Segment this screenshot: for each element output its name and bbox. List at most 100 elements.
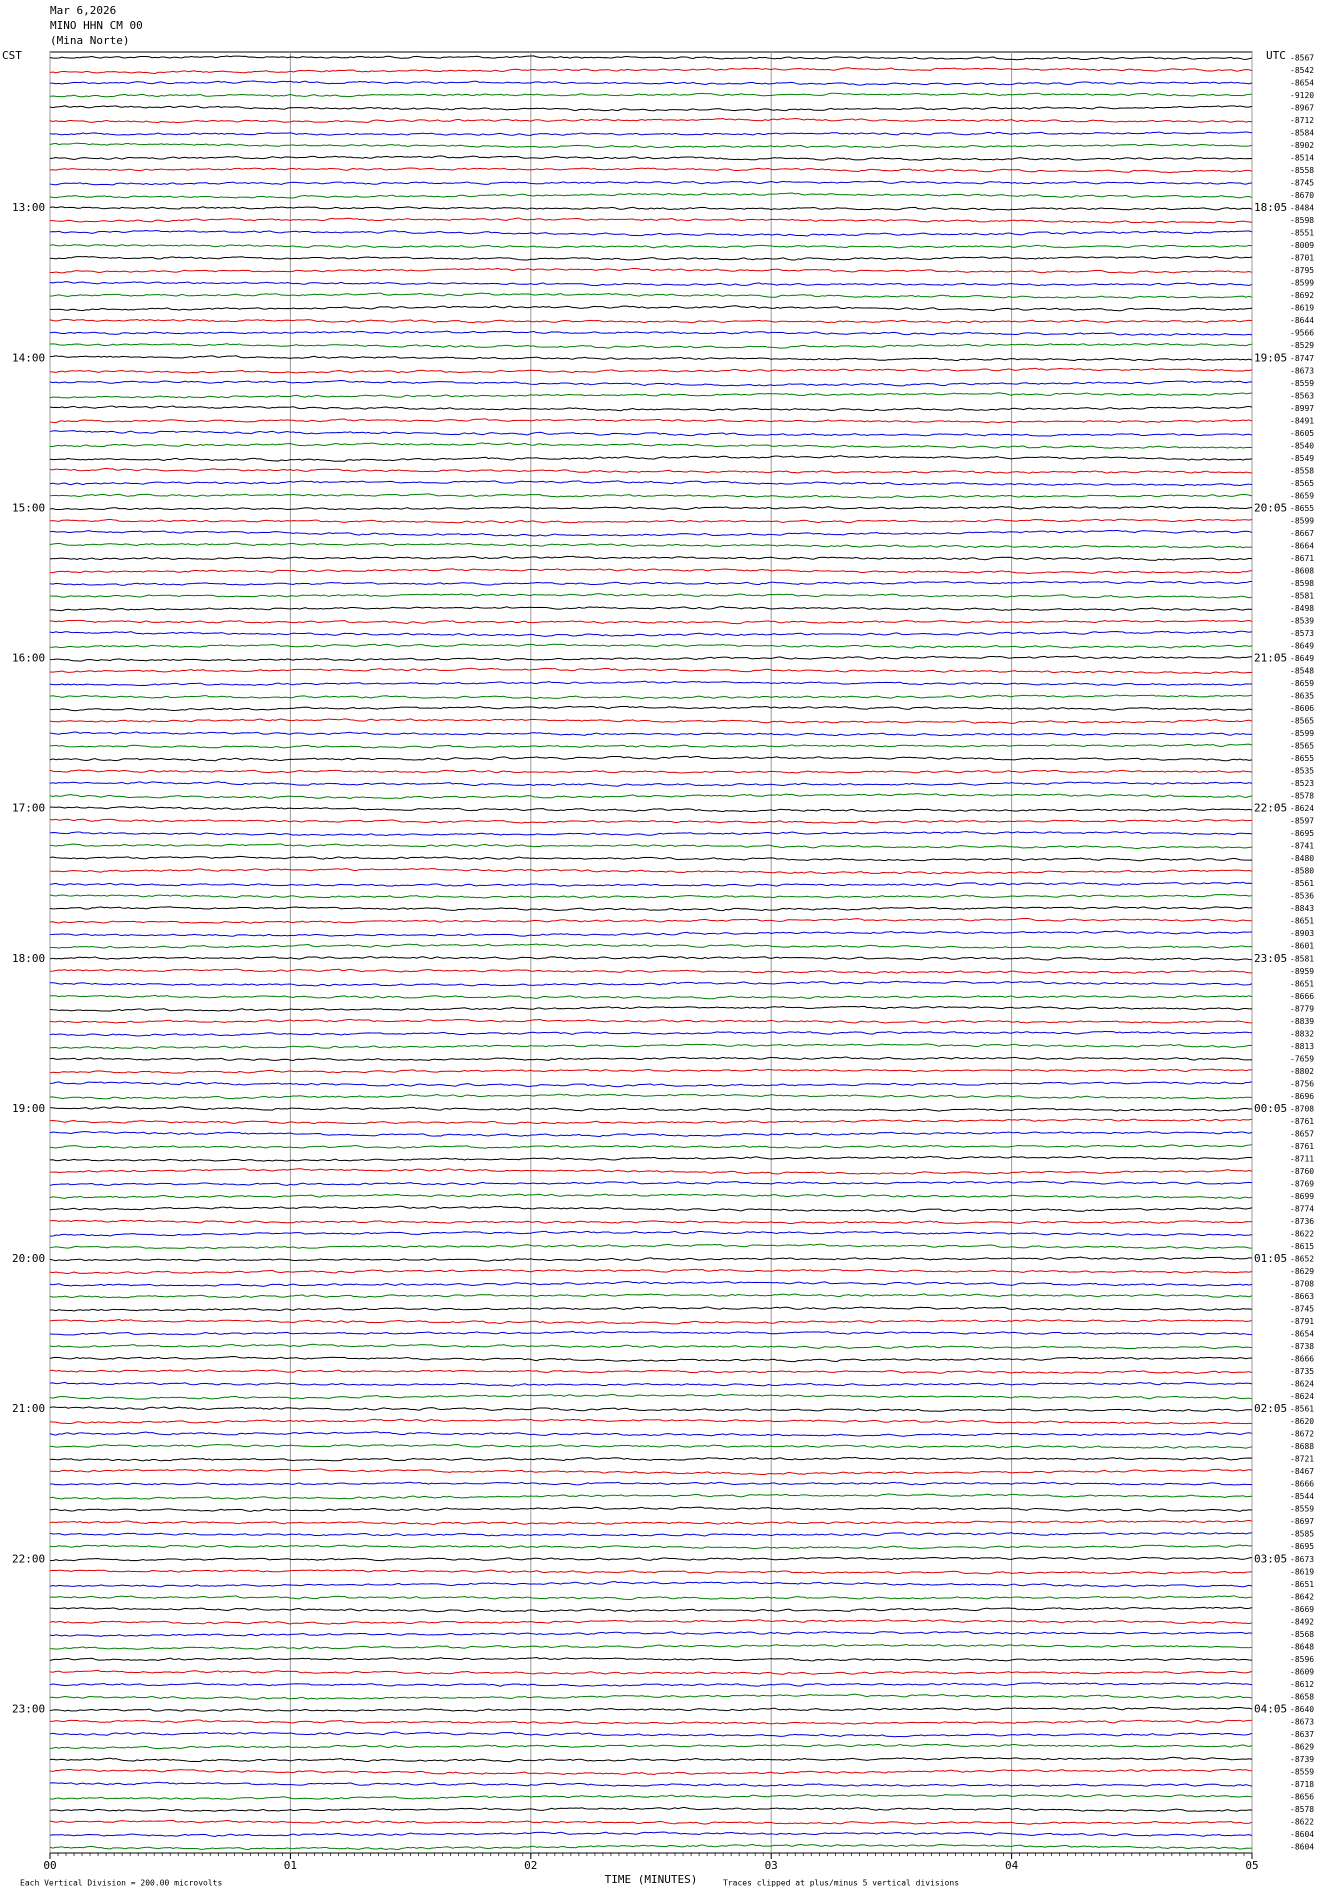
- trace-offset: -8604: [1290, 1830, 1314, 1839]
- trace-offset: -8655: [1290, 754, 1314, 763]
- trace-offset: -8581: [1290, 954, 1314, 963]
- trace-offset: -8663: [1290, 1292, 1314, 1301]
- trace-offset: -8654: [1290, 79, 1314, 88]
- trace-offset: -8498: [1290, 604, 1314, 613]
- trace-offset: -8561: [1290, 879, 1314, 888]
- trace: [49, 580, 1253, 586]
- trace-offset: -8585: [1290, 1530, 1314, 1539]
- trace: [49, 493, 1253, 499]
- trace: [49, 105, 1253, 112]
- trace-offset: -8624: [1290, 804, 1314, 813]
- trace: [49, 1093, 1253, 1100]
- trace-offset: -8619: [1290, 304, 1314, 313]
- trace: [49, 192, 1253, 199]
- trace: [49, 881, 1253, 887]
- trace: [49, 1030, 1253, 1037]
- trace-offset: -8673: [1290, 1555, 1314, 1564]
- trace: [49, 731, 1253, 737]
- trace: [49, 568, 1253, 575]
- trace-offset: -8769: [1290, 1179, 1314, 1188]
- trace: [49, 769, 1253, 774]
- trace: [49, 806, 1253, 813]
- trace: [49, 606, 1253, 612]
- trace: [49, 1280, 1253, 1287]
- title-line: MINO HHN CM 00: [50, 19, 143, 32]
- trace: [49, 1831, 1253, 1837]
- trace: [49, 418, 1253, 424]
- trace-offset: -8599: [1290, 279, 1314, 288]
- left-hour-label: 13:00: [12, 201, 45, 214]
- trace: [49, 1369, 1253, 1374]
- trace-offset: -8565: [1290, 717, 1314, 726]
- trace-offset: -8544: [1290, 1492, 1314, 1501]
- trace: [49, 1131, 1253, 1138]
- trace-offset: -8708: [1290, 1104, 1314, 1113]
- trace-offset: -8648: [1290, 1642, 1314, 1651]
- trace-offset: -8540: [1290, 441, 1314, 450]
- trace-offset: -8967: [1290, 104, 1314, 113]
- trace-offset: -8573: [1290, 629, 1314, 638]
- trace: [49, 793, 1253, 799]
- trace-offset: -8657: [1290, 1129, 1314, 1138]
- trace-offset: -8695: [1290, 829, 1314, 838]
- trace: [49, 930, 1253, 937]
- trace-offset: -8711: [1290, 1154, 1314, 1163]
- x-tick-label: 03: [765, 1859, 778, 1872]
- left-hour-label: 23:00: [12, 1702, 45, 1715]
- trace-offset: -8612: [1290, 1680, 1314, 1689]
- trace: [49, 1018, 1253, 1024]
- trace: [49, 743, 1253, 749]
- trace: [49, 442, 1253, 449]
- trace-offset: -8580: [1290, 867, 1314, 876]
- trace-offset: -8599: [1290, 729, 1314, 738]
- trace: [49, 1619, 1253, 1625]
- trace: [50, 1643, 1253, 1650]
- trace-offset: -8561: [1290, 1405, 1314, 1414]
- trace: [49, 718, 1253, 724]
- trace: [49, 355, 1253, 362]
- trace: [49, 1318, 1253, 1325]
- trace-offset: -8761: [1290, 1117, 1314, 1126]
- trace: [49, 180, 1253, 186]
- left-hour-label: 20:00: [12, 1252, 45, 1265]
- trace: [49, 1118, 1253, 1125]
- trace: [49, 1493, 1253, 1500]
- trace-offset: -8637: [1290, 1730, 1314, 1739]
- trace-offset: -8609: [1290, 1667, 1314, 1676]
- trace: [49, 1155, 1253, 1162]
- trace: [49, 593, 1253, 599]
- trace: [49, 994, 1253, 1000]
- trace-offset: -8651: [1290, 979, 1314, 988]
- trace: [49, 1068, 1253, 1074]
- x-tick-label: 00: [43, 1859, 56, 1872]
- trace: [49, 1481, 1253, 1486]
- trace: [49, 1781, 1253, 1787]
- trace-offset: -8672: [1290, 1430, 1314, 1439]
- trace: [49, 305, 1253, 312]
- x-tick-label: 02: [524, 1859, 537, 1872]
- trace: [49, 1431, 1253, 1437]
- trace-offset: -8712: [1290, 116, 1314, 125]
- trace: [49, 1144, 1253, 1149]
- trace-offset: -8578: [1290, 1805, 1314, 1814]
- right-hour-label: 03:05: [1254, 1552, 1287, 1565]
- trace: [49, 392, 1253, 399]
- trace-offset: -8539: [1290, 616, 1314, 625]
- trace-offset: -8559: [1290, 379, 1314, 388]
- trace: [49, 1556, 1253, 1562]
- trace-offset: -8581: [1290, 591, 1314, 600]
- trace: [49, 1456, 1253, 1462]
- right-hour-label: 22:05: [1254, 802, 1287, 815]
- trace-offset: -8551: [1290, 229, 1314, 238]
- trace: [49, 343, 1253, 349]
- trace-offset: -8667: [1290, 529, 1314, 538]
- trace: [49, 943, 1253, 949]
- trace-offset: -8652: [1290, 1255, 1314, 1264]
- trace-offset: -8649: [1290, 641, 1314, 650]
- trace: [49, 980, 1253, 987]
- trace: [49, 480, 1253, 487]
- trace: [49, 630, 1253, 637]
- trace-offset: -8596: [1290, 1655, 1314, 1664]
- trace: [49, 1468, 1253, 1476]
- trace: [49, 955, 1253, 961]
